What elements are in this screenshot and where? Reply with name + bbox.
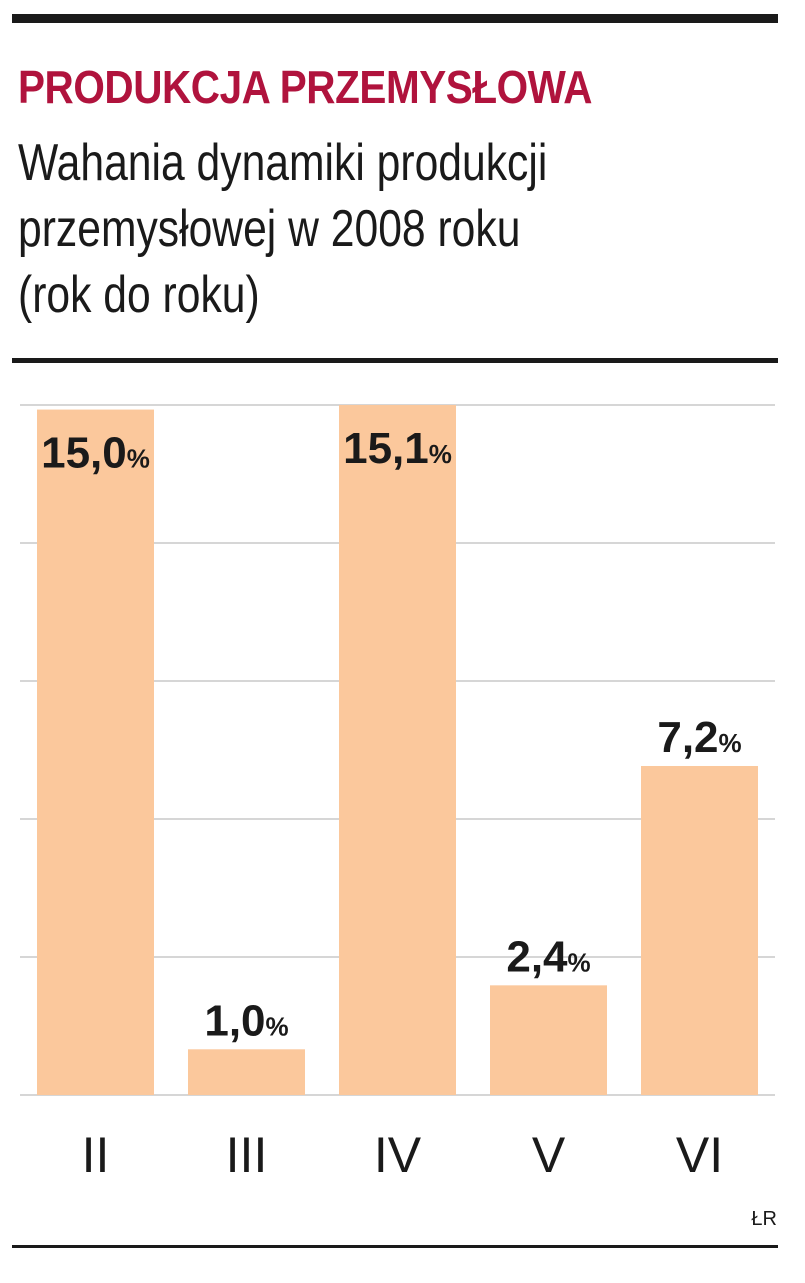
x-tick-ii: II	[82, 1127, 110, 1183]
x-tick-labels: II III IV V VI	[82, 1127, 724, 1183]
subtitle-line-2: przemysłowej w 2008 roku	[18, 200, 521, 258]
x-tick-iii: III	[226, 1127, 268, 1183]
source-credit: ŁR	[751, 1208, 777, 1230]
value-label-v: 2,4%	[506, 932, 590, 981]
value-labels: 15,0% 1,0% 15,1% 2,4% 7,2%	[41, 424, 742, 1045]
header-divider	[12, 358, 778, 363]
x-tick-iv: IV	[374, 1127, 422, 1183]
x-tick-v: V	[532, 1127, 566, 1183]
value-label-iii: 1,0%	[204, 996, 288, 1045]
x-tick-vi: VI	[676, 1127, 723, 1183]
subtitle-line-3: (rok do roku)	[18, 266, 260, 324]
value-label-vi: 7,2%	[657, 713, 741, 762]
bar-vi	[641, 765, 758, 1095]
bar-iv	[339, 405, 456, 1095]
value-label-iv: 15,1%	[343, 424, 452, 473]
top-rule	[12, 14, 778, 23]
chart-subtitle: Wahania dynamiki produkcji przemysłowej …	[18, 130, 690, 328]
bottom-rule	[12, 1245, 778, 1248]
chart-title: PRODUKCJA PRZEMYSŁOWA	[18, 61, 593, 113]
bar-iii	[188, 1049, 305, 1095]
bar-ii	[37, 409, 154, 1095]
subtitle-line-1: Wahania dynamiki produkcji	[18, 134, 548, 192]
value-label-ii: 15,0%	[41, 429, 150, 478]
bars	[37, 405, 758, 1095]
bar-v	[490, 985, 607, 1095]
